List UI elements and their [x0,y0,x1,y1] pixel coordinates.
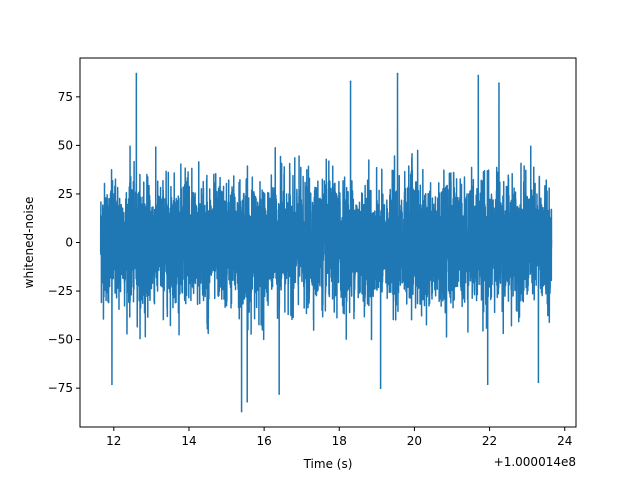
x-axis: 12 14 16 18 20 22 24 [106,427,572,448]
y-tick-label: 75 [58,90,73,104]
data-point-peak [396,72,399,75]
y-tick-label: 25 [58,187,73,201]
x-axis-offset-label: +1.000014e8 [494,455,576,469]
x-tick-label: 20 [407,434,422,448]
y-tick-label: −75 [48,381,73,395]
y-axis: −75 −50 −25 0 25 50 75 [48,90,80,395]
plot-area [99,72,553,413]
data-point-peak [486,383,489,386]
x-tick-label: 18 [332,434,347,448]
series-line [99,72,553,413]
y-tick-label: −25 [48,284,73,298]
y-tick-label: 50 [58,138,73,152]
x-tick-label: 22 [482,434,497,448]
data-point-peak [240,410,243,413]
data-point-peak [498,82,500,85]
data-point-peak [111,383,113,386]
x-axis-label: Time (s) [303,457,353,471]
y-axis-label: whitened-noise [22,197,36,289]
data-point-peak [537,381,540,384]
x-tick-label: 12 [106,434,121,448]
x-tick-label: 14 [181,434,196,448]
y-tick-label: 0 [65,236,73,250]
data-point-peak [477,74,480,77]
data-point-peak [379,387,382,389]
x-tick-label: 16 [256,434,271,448]
data-point-peak [246,400,249,403]
data-point-peak [278,393,280,395]
data-point-peak [349,80,352,83]
y-tick-label: −50 [48,333,73,347]
data-point-peak [135,72,138,75]
x-tick-label: 24 [557,434,572,448]
